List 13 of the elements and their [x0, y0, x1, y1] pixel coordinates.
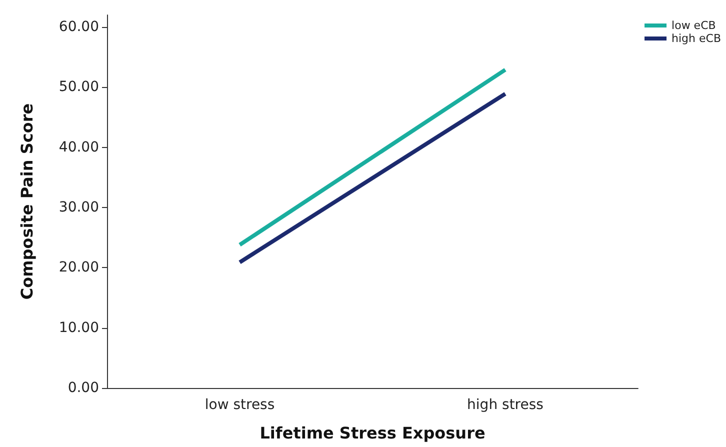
y-axis-title: Composite Pain Score: [18, 103, 36, 300]
y-tick-label: 60.00: [58, 19, 99, 36]
legend-label: high eCB: [672, 32, 722, 45]
y-tick-label: 30.00: [58, 200, 99, 216]
y-tick-label: 10.00: [58, 320, 99, 336]
y-tick-label: 20.00: [58, 260, 99, 276]
y-tick-label: 50.00: [58, 79, 99, 96]
x-axis-title: Lifetime Stress Exposure: [260, 424, 486, 442]
x-tick-label: low stress: [204, 397, 275, 413]
x-tick-label: high stress: [467, 397, 544, 413]
legend-label: low eCB: [672, 19, 716, 32]
y-tick-label: 40.00: [58, 139, 99, 156]
y-tick-label: 0.00: [68, 380, 99, 396]
